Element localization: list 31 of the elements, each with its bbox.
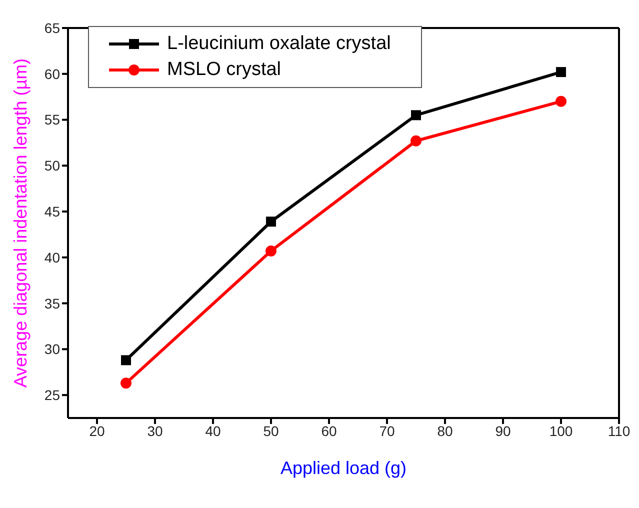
point xyxy=(120,378,132,389)
y-tick-label: 55 xyxy=(44,112,60,128)
y-tick-label: 35 xyxy=(44,295,60,312)
point xyxy=(556,96,566,107)
y-tick-label: 60 xyxy=(44,66,60,82)
y-tick-label: 45 xyxy=(44,204,60,220)
y-tick-label: 25 xyxy=(44,387,60,404)
x-tick-label: 80 xyxy=(437,422,453,439)
y-tick-label: 40 xyxy=(44,249,60,266)
x-tick-label: 60 xyxy=(321,422,337,439)
y-tick-label: 65 xyxy=(44,20,60,36)
x-tick-label: 100 xyxy=(549,422,573,439)
x-axis-title: Applied load (g) xyxy=(280,458,407,478)
point xyxy=(266,245,276,256)
x-tick-label: 50 xyxy=(263,422,279,439)
legend-label: MSLO crystal xyxy=(167,58,282,82)
x-tick-label: 30 xyxy=(147,422,163,439)
point xyxy=(556,67,566,78)
y-tick-label: 30 xyxy=(44,341,60,358)
legend-label: L-leucinium oxalate crystal xyxy=(167,32,391,56)
x-tick-label: 110 xyxy=(608,422,630,439)
x-tick-label: 90 xyxy=(495,422,511,439)
point xyxy=(266,216,276,227)
point xyxy=(121,355,131,366)
y-axis-title: Average diagonal indentation length (µm) xyxy=(10,58,30,388)
x-tick-label: 40 xyxy=(205,422,221,439)
point xyxy=(410,135,422,146)
x-tick-label: 70 xyxy=(379,422,395,439)
y-tick-label: 50 xyxy=(44,158,60,174)
x-tick-label: 20 xyxy=(89,422,105,439)
point xyxy=(411,110,421,120)
